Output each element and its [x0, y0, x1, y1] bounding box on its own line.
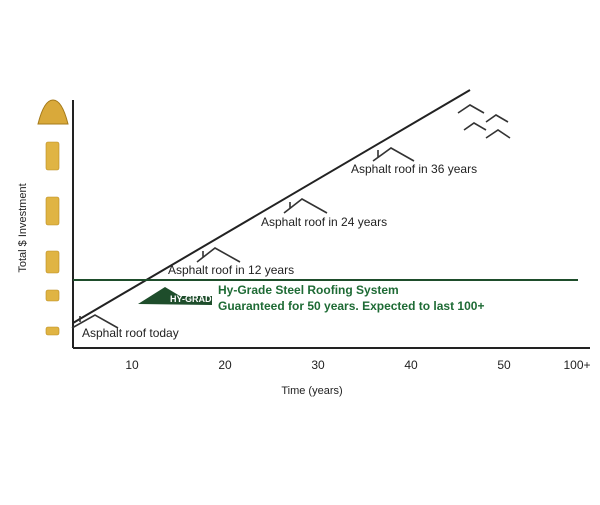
x-tick-label: 100+: [563, 358, 590, 372]
logo-house: [138, 287, 212, 305]
roof-icon: [457, 104, 511, 139]
annotation: Asphalt roof in 12 years: [168, 263, 294, 277]
logo-text: HY-GRADE: [170, 294, 218, 304]
coin-stack: [45, 289, 60, 302]
x-tick-label: 10: [125, 358, 139, 372]
x-ticks: 10 20 30 40 50 100+: [125, 358, 590, 372]
roof-icons: [71, 104, 511, 329]
coin-stack: [45, 250, 60, 274]
annotation: Asphalt roof in 36 years: [351, 162, 477, 176]
coin-stacks: [37, 99, 69, 336]
coin-stack: [45, 326, 60, 336]
y-axis-label: Total $ Investment: [17, 183, 29, 272]
x-tick-label: 50: [497, 358, 511, 372]
coin-heap: [37, 99, 69, 125]
coin-stack: [45, 196, 60, 226]
roof-icon: [196, 247, 241, 263]
roof-icon: [283, 198, 328, 214]
roof-icon: [71, 314, 119, 329]
annotation: Asphalt roof in 24 years: [261, 215, 387, 229]
x-tick-label: 30: [311, 358, 325, 372]
annotation: Asphalt roof today: [82, 326, 179, 340]
hy-grade-logo: HY-GRADE: [138, 287, 218, 305]
steel-label: Hy-Grade Steel Roofing System: [218, 283, 399, 297]
x-tick-label: 40: [404, 358, 418, 372]
x-tick-label: 20: [218, 358, 232, 372]
coin-stack: [45, 141, 60, 171]
roof-icon: [372, 147, 415, 162]
steel-label: Guaranteed for 50 years. Expected to las…: [218, 299, 484, 313]
asphalt-line: [72, 89, 471, 324]
x-axis-label: Time (years): [281, 385, 342, 397]
